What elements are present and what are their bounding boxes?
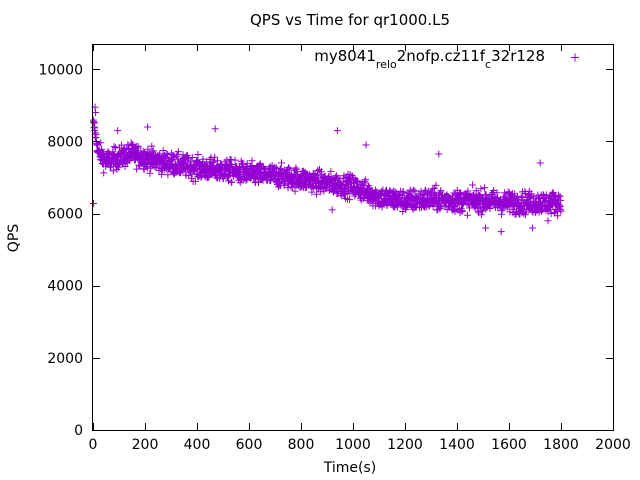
y-tick-label: 4000 [47,279,83,295]
x-tick-label: 200 [132,437,159,453]
x-axis-label: Time(s) [323,460,376,476]
x-tick-label: 2000 [595,437,631,453]
series-points [89,103,565,236]
plot-frame [92,44,614,431]
x-tick-label: 1000 [335,437,371,453]
legend-marker [571,53,579,62]
x-tick-label: 800 [288,437,315,453]
y-axis-ticks: 0 2000 4000 6000 8000 10000 [38,62,613,439]
x-axis-ticks: 0 200 400 600 800 1000 1200 1400 1600 1800 2000 [89,44,631,453]
y-tick-label: 8000 [47,134,83,150]
x-tick-label: 1600 [491,437,527,453]
x-tick-label: 1200 [387,437,423,453]
x-tick-label: 0 [89,437,98,453]
chart-title: QPS vs Time for qr1000.L5 [250,11,450,29]
legend: my8041relo2nofp.cz11fc32r128 [314,47,579,71]
y-tick-label: 6000 [47,207,83,223]
y-tick-label: 0 [74,423,83,439]
y-tick-label: 2000 [47,351,83,367]
x-tick-label: 600 [236,437,263,453]
x-tick-label: 400 [184,437,211,453]
y-tick-label: 10000 [38,62,83,78]
x-tick-label: 1400 [439,437,475,453]
x-tick-label: 1800 [543,437,579,453]
y-axis-label: QPS [6,224,22,252]
data-points-layer [89,103,565,236]
legend-marker-plus [571,53,579,62]
legend-entry-label: my8041relo2nofp.cz11fc32r128 [314,47,545,71]
